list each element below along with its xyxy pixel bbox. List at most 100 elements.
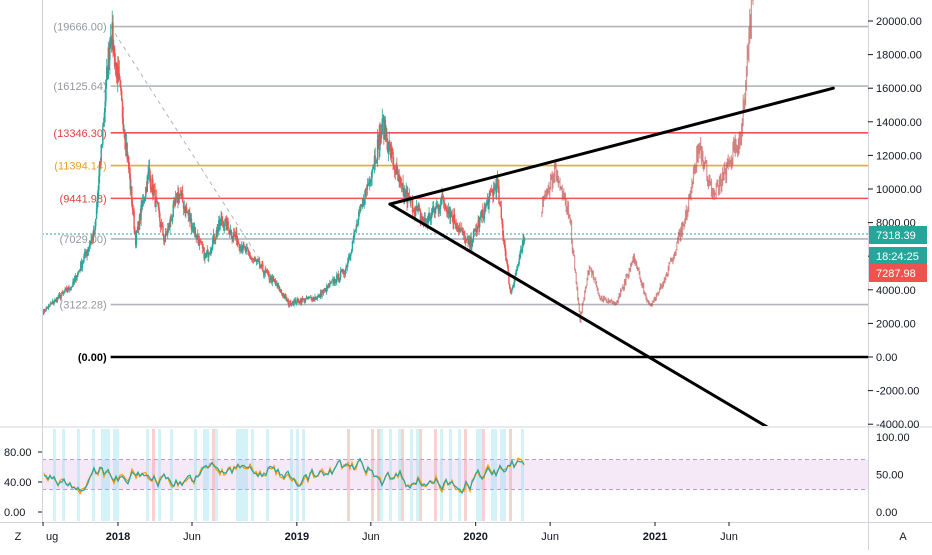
- candle-body: [422, 218, 424, 221]
- candle-body: [464, 238, 467, 244]
- candle-body: [208, 253, 211, 255]
- auto-scale-button[interactable]: A: [899, 531, 907, 543]
- candle-body: [207, 250, 209, 258]
- zoom-button[interactable]: Z: [15, 531, 22, 543]
- candle-body: [495, 186, 497, 193]
- candle-body: [471, 239, 474, 244]
- candle-body: [480, 216, 482, 218]
- candle-body: [106, 67, 108, 80]
- candle-body: [244, 247, 247, 252]
- triangle-line-upper[interactable]: [388, 86, 835, 206]
- price-tick-label: 20000.00: [876, 16, 922, 28]
- candle-body: [73, 281, 75, 283]
- oscillator-stripe: [290, 429, 293, 521]
- candle-body: [304, 298, 307, 301]
- candle-body: [273, 279, 275, 282]
- candle-body: [58, 294, 61, 296]
- candle-body: [369, 181, 372, 184]
- candle-body: [520, 249, 522, 254]
- oscillator-stripe: [482, 429, 485, 521]
- candle-body: [55, 299, 58, 303]
- candle-body: [459, 227, 461, 230]
- candle-body: [292, 302, 294, 305]
- oscillator-stripe: [251, 429, 254, 521]
- candle-body: [379, 131, 381, 151]
- candle-body: [400, 180, 402, 184]
- candle-body: [410, 198, 412, 203]
- candle-body: [210, 249, 212, 252]
- candle-body: [432, 206, 434, 213]
- oscillator-stripe: [152, 429, 155, 521]
- candle-body: [75, 276, 77, 281]
- oscillator-stripe: [236, 429, 239, 521]
- candle-body: [129, 173, 131, 190]
- oscillator-stripe: [116, 429, 119, 521]
- candle-body: [172, 204, 174, 217]
- candle-body: [257, 260, 259, 262]
- candle-body: [145, 186, 148, 192]
- candle-body: [245, 248, 247, 252]
- candle-body: [439, 208, 441, 210]
- triangle-line-lower[interactable]: [388, 202, 769, 427]
- candle-body: [266, 271, 268, 273]
- candle-body: [497, 185, 499, 187]
- candle-body: [428, 213, 430, 216]
- candle-body: [144, 196, 146, 201]
- candle-body: [293, 300, 295, 305]
- candle-body: [501, 218, 503, 224]
- candle-body: [102, 122, 105, 127]
- candle-body: [283, 295, 286, 298]
- price-tag-label: 7318.39: [876, 230, 916, 242]
- candle-body: [108, 47, 110, 61]
- candle-body: [434, 207, 436, 214]
- candle-body: [318, 294, 321, 298]
- fib-trend-line: [110, 26, 289, 305]
- candle-body: [518, 259, 520, 264]
- candle-body: [276, 283, 278, 286]
- time-axis[interactable]: ug 2018 Jun 2019 Jun 2020 Jun 2021 Jun: [42, 522, 738, 543]
- candle-body: [513, 279, 516, 285]
- candle-body: [65, 288, 67, 290]
- candle-body: [442, 194, 444, 197]
- candle-body: [93, 229, 95, 234]
- candle-body: [268, 273, 270, 280]
- triangle-lines[interactable]: [388, 86, 835, 427]
- candle-body: [324, 288, 326, 290]
- candle-body: [227, 221, 229, 228]
- candle-body: [223, 226, 225, 228]
- candle-body: [84, 251, 87, 254]
- candle-body: [479, 217, 482, 218]
- candle-body: [141, 201, 144, 207]
- candle-body: [383, 118, 385, 140]
- candle-body: [465, 238, 468, 240]
- candle-body: [231, 236, 233, 239]
- oscillator-stripe: [371, 429, 374, 521]
- candle-body: [56, 297, 58, 303]
- candle-body: [371, 170, 373, 179]
- candle-body: [153, 189, 156, 191]
- candle-body: [262, 265, 264, 272]
- price-axis[interactable]: 100.00 50.00 0.00 80.00 40.00 0.00 20000.00 180…: [4, 16, 922, 519]
- fib-level-label: (3122.28): [60, 300, 107, 312]
- candle-body: [302, 298, 305, 300]
- candle-body: [242, 243, 244, 251]
- candle-body: [180, 193, 182, 196]
- oscillator-stripe: [194, 429, 197, 521]
- candle-body: [285, 296, 287, 301]
- fib-level-label: (19666.00): [53, 22, 106, 34]
- price-tick-label: 16000.00: [876, 83, 922, 95]
- candle-body: [443, 202, 446, 205]
- candle-body: [439, 204, 442, 210]
- candle-body: [128, 169, 131, 174]
- oscillator-stripe: [500, 429, 503, 521]
- candle-body: [162, 225, 164, 236]
- candle-body: [159, 221, 162, 228]
- candle-body: [43, 308, 45, 314]
- candle-body: [201, 243, 204, 249]
- candle-body: [192, 226, 194, 228]
- candle-body: [174, 197, 177, 204]
- candle-body: [515, 271, 517, 276]
- candle-body: [310, 297, 312, 298]
